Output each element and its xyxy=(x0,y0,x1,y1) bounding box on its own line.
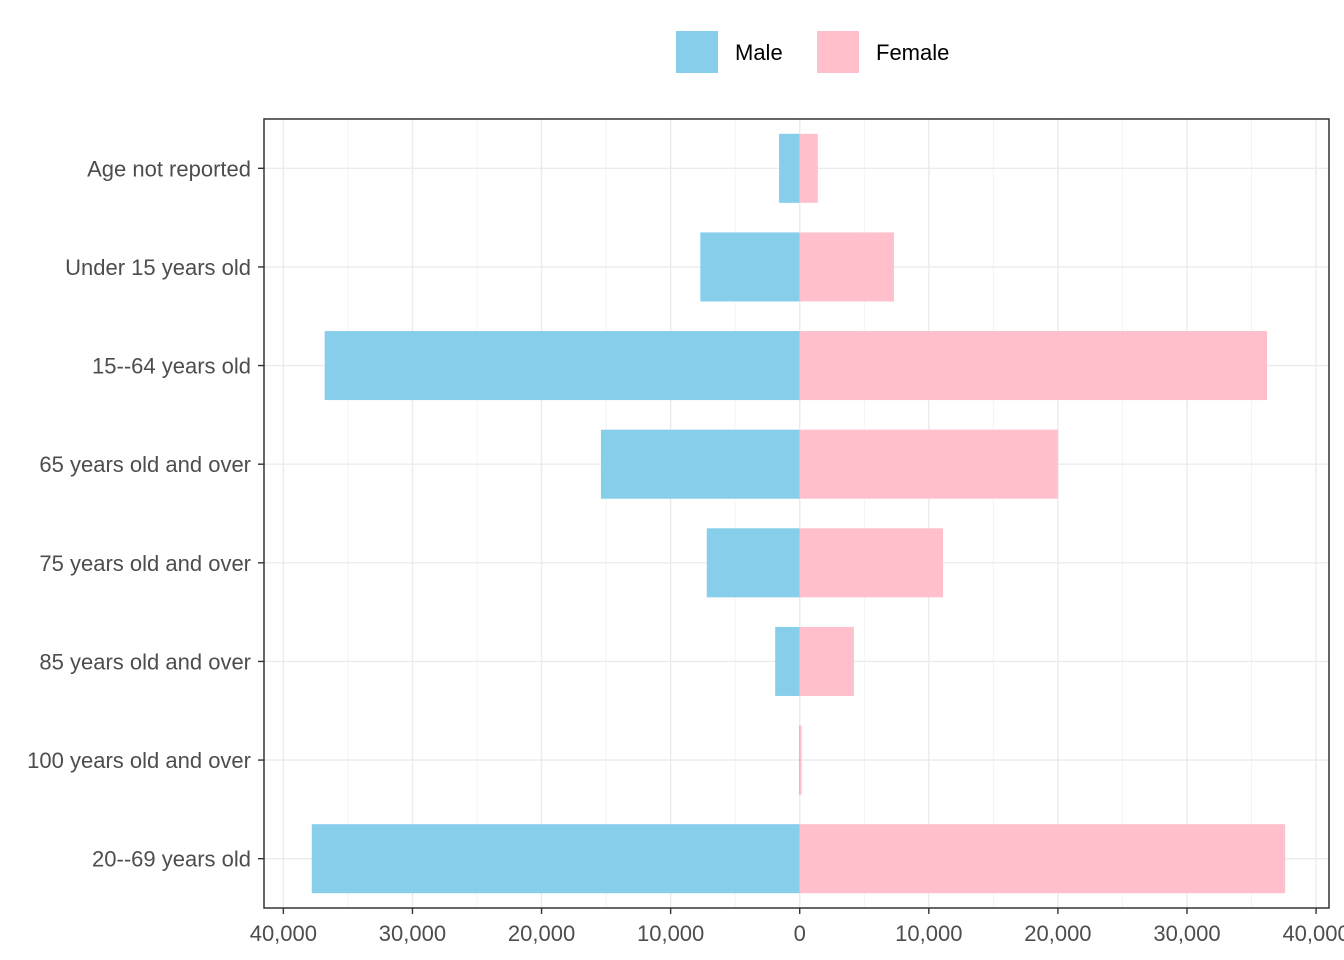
x-tick-label: 30,000 xyxy=(379,921,446,946)
bar-female xyxy=(799,626,854,696)
bar-male xyxy=(311,824,800,894)
y-tick-label: 100 years old and over xyxy=(27,748,251,773)
bar-male xyxy=(798,725,800,795)
bar-female xyxy=(799,824,1286,894)
bar-female xyxy=(799,429,1058,499)
y-tick-label: 75 years old and over xyxy=(39,551,251,576)
y-tick-label: 85 years old and over xyxy=(39,649,251,674)
legend-key-female xyxy=(817,31,859,73)
y-tick-label: Age not reported xyxy=(87,156,251,181)
bar-female xyxy=(799,331,1268,401)
legend-label-female: Female xyxy=(876,40,949,65)
y-axis: Age not reported Under 15 years old 15--64… xyxy=(27,156,264,872)
bar-male xyxy=(779,133,800,203)
x-axis: 40,000 30,000 20,000 10,000 0 10,000 20,000 30,… xyxy=(250,908,1344,946)
bar-female xyxy=(799,725,802,795)
legend: Male Female xyxy=(676,31,949,73)
x-tick-label: 40,000 xyxy=(250,921,317,946)
y-tick-label: 15--64 years old xyxy=(92,354,251,379)
bar-female xyxy=(799,528,944,598)
panel-border xyxy=(263,118,1330,909)
x-tick-label: 20,000 xyxy=(1024,921,1091,946)
x-tick-label: 40,000 xyxy=(1282,921,1344,946)
x-tick-label: 10,000 xyxy=(637,921,704,946)
bars xyxy=(311,133,1286,894)
y-tick-label: 65 years old and over xyxy=(39,452,251,477)
bar-male xyxy=(324,331,800,401)
x-tick-label: 0 xyxy=(794,921,806,946)
bar-female xyxy=(799,232,894,302)
x-tick-label: 10,000 xyxy=(895,921,962,946)
bar-male xyxy=(706,528,800,598)
y-tick-label: Under 15 years old xyxy=(65,255,251,280)
bar-male xyxy=(700,232,800,302)
legend-key-male xyxy=(676,31,718,73)
legend-label-male: Male xyxy=(735,40,783,65)
x-tick-label: 30,000 xyxy=(1153,921,1220,946)
x-tick-label: 20,000 xyxy=(508,921,575,946)
bar-female xyxy=(799,133,818,203)
bar-male xyxy=(600,429,800,499)
bar-male xyxy=(775,626,800,696)
y-tick-label: 20--69 years old xyxy=(92,847,251,872)
